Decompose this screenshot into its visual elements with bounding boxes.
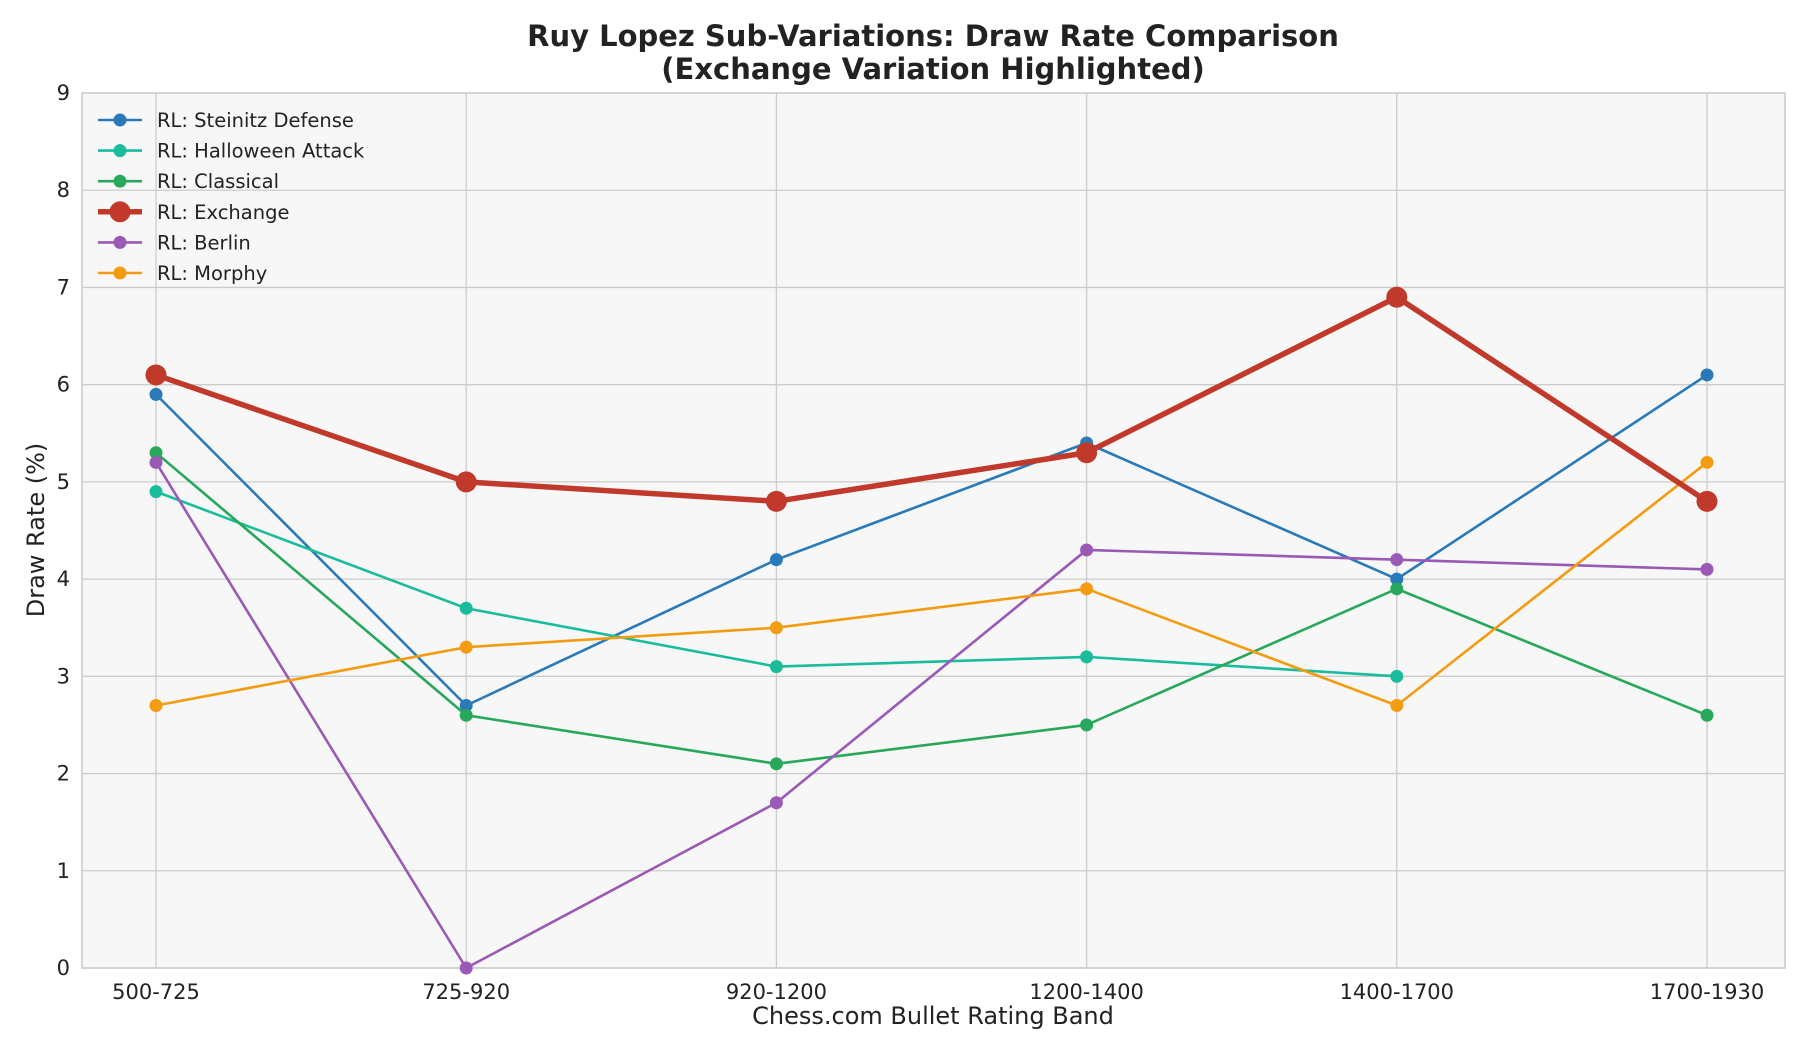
data-point (1076, 442, 1098, 464)
data-point (1080, 543, 1094, 557)
series-rl-halloween-attack (149, 485, 1404, 683)
legend-item: RL: Exchange (98, 201, 289, 224)
legend-marker (113, 235, 127, 249)
data-point (769, 757, 783, 771)
grid-lines (82, 92, 1785, 969)
x-tick-label: 1400-1700 (1340, 980, 1454, 1004)
data-point (459, 640, 473, 654)
data-point (1080, 718, 1094, 732)
legend-label: RL: Classical (157, 170, 279, 193)
data-point (149, 485, 163, 499)
y-axis-label: Draw Rate (%) (22, 443, 50, 618)
data-point (769, 621, 783, 635)
series-rl-morphy (149, 455, 1714, 712)
data-point (1700, 455, 1714, 469)
series-line (154, 461, 1709, 707)
legend-label: RL: Halloween Attack (157, 140, 365, 163)
series-lines (145, 286, 1718, 975)
legend-item: RL: Halloween Attack (98, 140, 365, 163)
x-tick-label: 1200-1400 (1029, 980, 1143, 1004)
data-point (1700, 708, 1714, 722)
legend-item: RL: Steinitz Defense (98, 109, 354, 132)
legend-marker (113, 174, 127, 188)
chart-subtitle: (Exchange Variation Highlighted) (661, 52, 1205, 86)
series-line (153, 294, 1710, 505)
legend-marker (113, 144, 127, 158)
data-point (769, 660, 783, 674)
tick-labels: 0 1 2 3 4 5 6 7 8 9 500-725 725-920 920-1200 1200-140… (57, 81, 1765, 1004)
series-line (154, 373, 1709, 707)
data-point (1390, 699, 1404, 712)
data-point (1080, 582, 1094, 596)
y-tick-label: 7 (57, 275, 70, 299)
legend: RL: Steinitz Defense RL: Halloween Attack… (98, 109, 365, 285)
data-point (769, 796, 783, 810)
legend-marker (113, 266, 127, 280)
data-point (1696, 490, 1718, 512)
data-point (1700, 368, 1714, 382)
data-point (459, 601, 473, 615)
data-point (1700, 562, 1714, 576)
data-point (149, 387, 163, 401)
x-tick-label: 725-920 (422, 980, 510, 1004)
data-point (1386, 286, 1408, 308)
series-rl-classical (149, 446, 1714, 771)
chart-title: Ruy Lopez Sub-Variations: Draw Rate Comp… (527, 19, 1339, 53)
plot-background (81, 92, 1786, 969)
data-point (149, 699, 163, 712)
legend-item: RL: Classical (98, 170, 279, 193)
series-line (154, 461, 1709, 970)
legend-label: RL: Berlin (157, 231, 251, 254)
series-rl-steinitz-defense (149, 368, 1714, 712)
legend-item: RL: Berlin (98, 231, 251, 254)
y-tick-label: 8 (57, 178, 70, 202)
data-point (149, 455, 163, 469)
data-point (1390, 553, 1404, 567)
y-tick-label: 0 (57, 956, 70, 980)
data-point (1080, 650, 1094, 664)
data-point (459, 708, 473, 722)
data-point (145, 364, 167, 386)
data-point (1390, 572, 1404, 586)
series-rl-berlin (149, 455, 1714, 975)
x-tick-label: 500-725 (112, 980, 200, 1004)
data-point (459, 699, 473, 712)
y-tick-label: 4 (57, 567, 70, 591)
data-point (459, 961, 473, 975)
series-rl-exchange (145, 286, 1718, 512)
y-tick-label: 6 (57, 373, 70, 397)
series-line (154, 451, 1709, 766)
data-point (1390, 669, 1404, 683)
y-tick-label: 5 (57, 470, 70, 494)
data-point (455, 471, 477, 493)
data-point (769, 553, 783, 567)
y-tick-label: 3 (57, 664, 70, 688)
legend-item: RL: Morphy (98, 262, 267, 285)
y-tick-label: 1 (57, 859, 70, 883)
data-point (149, 446, 163, 460)
data-point (1390, 582, 1404, 596)
x-tick-label: 920-1200 (726, 980, 827, 1004)
x-tick-label: 1700-1930 (1650, 980, 1764, 1004)
data-point (765, 490, 787, 512)
y-tick-label: 2 (57, 762, 70, 786)
y-tick-label: 9 (57, 81, 70, 105)
legend-marker (109, 201, 131, 223)
legend-label: RL: Steinitz Defense (157, 109, 354, 132)
legend-marker (113, 113, 127, 127)
legend-label: RL: Morphy (157, 262, 267, 285)
x-axis-label: Chess.com Bullet Rating Band (752, 1002, 1114, 1030)
legend-label: RL: Exchange (157, 201, 289, 224)
